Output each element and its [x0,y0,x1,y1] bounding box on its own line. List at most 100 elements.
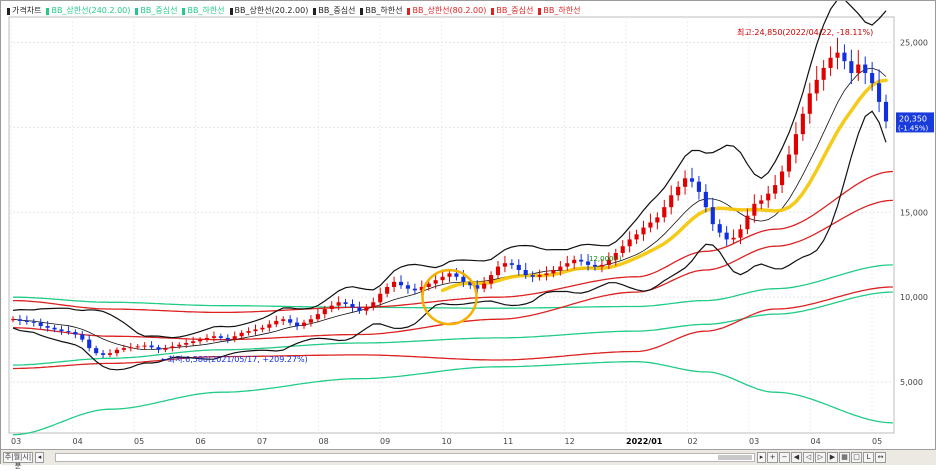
scroll-thumb[interactable] [718,455,752,460]
legend-item: BB_중심선 [135,5,177,17]
candle-body [800,113,805,135]
candle-body [495,266,501,276]
candle-body [371,302,376,308]
legend-swatch [135,7,139,15]
next-icon[interactable]: ▷ [815,452,826,463]
x-tick-label: 03 [11,437,21,446]
candle-body [156,347,161,350]
candle-body [246,331,251,333]
box-icon[interactable]: □ [851,452,862,463]
candle-body [502,263,507,267]
candle-body [544,273,549,276]
legend-label: BB_중심선 [496,6,534,15]
high-annotation: 최고:24,850(2022/04/22, -18.11%) [737,27,873,37]
candle-body [433,280,438,284]
bottom-toolbar: 주|월|시|분 ◂ ▸ + − ◀ ◁ ▷ ▶ ▦ □ L ↔ [1,449,936,470]
candle-body [288,319,293,323]
candle-body [489,275,494,284]
bb20-lower-line [12,110,887,371]
prev-icon[interactable]: ◁ [803,452,814,463]
period-select[interactable]: 주|월|시|분 [3,452,33,470]
candle-body [73,331,78,335]
candle-body [662,207,667,218]
candle-body [669,195,674,208]
candle-body [475,285,480,289]
bb20-upper-line [12,1,887,339]
candle-body [655,217,660,223]
y-tick-label: 25,000 [900,38,928,47]
legend-swatch [229,7,233,15]
candle-body [863,64,868,74]
candle-body [405,285,410,289]
first-icon[interactable]: ◀ [791,452,802,463]
candle-body [676,186,681,196]
candle-body [80,334,85,340]
candle-body [599,264,604,267]
candle-body [198,339,203,342]
candle-body [738,229,743,238]
candle-body [759,200,764,204]
candle-body [281,319,286,321]
candle-body [364,307,369,311]
candle-body [683,178,688,187]
candle-body [419,286,424,291]
legend-swatch [182,7,186,15]
candle-body [648,222,653,228]
candle-body [308,319,313,323]
grid-icon[interactable]: ▦ [839,452,850,463]
candle-body [689,178,695,182]
legend-item: BB_하한선 [538,5,580,17]
candle-body [10,319,16,321]
candle-body [752,203,757,216]
candle-body [558,266,563,270]
candle-body [170,346,175,349]
candle-body [343,302,348,304]
scroll-left-button[interactable]: ◂ [35,452,44,463]
zoom-in-icon[interactable]: + [767,452,778,463]
candle-body [461,276,466,282]
legend-label: BB_하한선 [365,6,403,15]
candle-body [828,57,833,68]
candle-body [565,263,570,267]
x-tick-label: 05 [134,437,144,446]
zoom-out-icon[interactable]: − [779,452,790,463]
candle-body [551,269,556,274]
x-tick-label: 04 [73,437,83,446]
candle-body [31,321,36,323]
price-box [896,112,934,133]
candle-body [149,345,154,348]
price-chart[interactable]: 25,00020,00015,00010,0005,00003040506070… [1,1,936,449]
last-icon[interactable]: ▶ [827,452,838,463]
candle-body [412,288,417,291]
bollinger-band-line [12,361,893,436]
candle-body [780,171,785,186]
candle-body [121,348,126,350]
legend-swatch [7,7,10,15]
candle-body [821,67,826,80]
candle-body [468,281,473,286]
log-icon[interactable]: L [863,452,874,463]
candle-body [731,237,736,240]
x-tick-label: 05 [872,437,882,446]
x-tick-label: 07 [257,437,267,446]
candle-body [38,322,43,327]
candle-body [378,293,383,303]
candle-body [45,326,50,328]
legend-item: BB_중심선 [313,5,355,17]
candle-body [211,336,216,338]
candle-body [482,283,487,289]
scrollbar[interactable] [55,453,755,462]
candle-body [620,246,625,254]
legend-swatch [407,7,411,15]
x-tick-label: 04 [811,437,821,446]
legend-swatch [538,7,542,15]
low-annotation: ←최저:6,580(2021/05/17, +209.27%) [161,354,308,364]
legend-label: BB_상한선(80.2.00) [412,6,487,15]
candle-body [856,64,861,74]
price-label: 20,350 [899,114,927,123]
candle-body [586,261,591,265]
fit-icon[interactable]: ↔ [875,452,886,463]
candle-body [232,336,237,340]
candle-body [835,52,840,58]
scroll-right-button[interactable]: ▸ [757,452,766,463]
